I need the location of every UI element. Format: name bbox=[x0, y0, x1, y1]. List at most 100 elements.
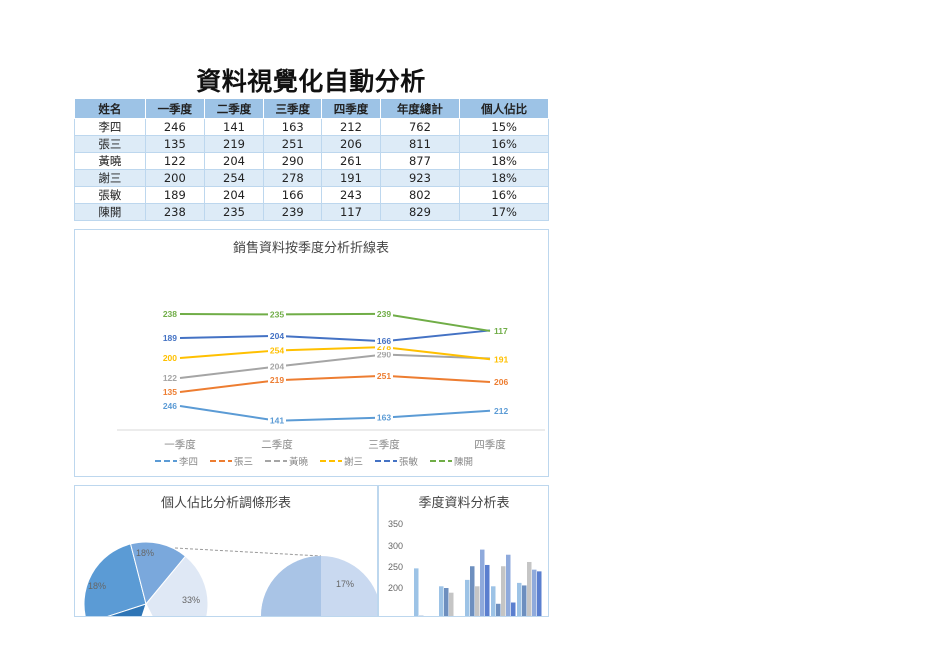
data-label-bg bbox=[268, 309, 286, 320]
table-cell[interactable]: 278 bbox=[263, 169, 323, 187]
table-header-row: 姓名 一季度 二季度 三季度 四季度 年度總計 個人佔比 bbox=[74, 98, 549, 119]
column-header: 個人佔比 bbox=[459, 98, 549, 119]
data-label: 238 bbox=[163, 309, 177, 319]
table-cell[interactable]: 謝三 bbox=[74, 169, 146, 187]
data-label-bg bbox=[375, 370, 393, 381]
table-cell[interactable]: 18% bbox=[459, 152, 549, 170]
bar bbox=[517, 582, 522, 616]
table-cell[interactable]: 802 bbox=[379, 186, 461, 204]
table-cell[interactable]: 張三 bbox=[74, 135, 146, 153]
table-cell[interactable]: 238 bbox=[144, 203, 205, 221]
series-line bbox=[179, 405, 491, 422]
table-cell[interactable]: 16% bbox=[459, 186, 549, 204]
table-cell[interactable]: 290 bbox=[263, 152, 323, 170]
table-cell[interactable]: 200 bbox=[144, 169, 205, 187]
table-cell[interactable]: 877 bbox=[379, 152, 461, 170]
series-line bbox=[179, 353, 491, 379]
data-label-bg bbox=[375, 342, 393, 353]
column-header: 三季度 bbox=[263, 98, 323, 119]
data-label: 163 bbox=[377, 413, 391, 423]
table-cell[interactable]: 166 bbox=[263, 186, 323, 204]
table-cell[interactable]: 18% bbox=[459, 169, 549, 187]
pie-label: 18% bbox=[136, 548, 154, 558]
bar bbox=[501, 566, 506, 616]
data-label: 254 bbox=[270, 345, 284, 355]
table-cell[interactable]: 923 bbox=[379, 169, 461, 187]
table-cell[interactable]: 243 bbox=[321, 186, 381, 204]
legend-item[interactable]: 黃曉 bbox=[265, 456, 309, 468]
data-label-bg bbox=[268, 345, 286, 356]
y-tick-label: 300 bbox=[388, 541, 403, 551]
table-cell[interactable]: 762 bbox=[379, 118, 461, 136]
line-chart-title: 銷售資料按季度分析折線表 bbox=[233, 240, 389, 256]
table-cell[interactable]: 17% bbox=[459, 203, 549, 221]
table-cell[interactable]: 張敏 bbox=[74, 186, 146, 204]
series-line bbox=[179, 329, 491, 343]
line-chart-panel[interactable]: 銷售資料按季度分析折線表 246 141 163 212 135 219 251 206 122 2… bbox=[74, 229, 549, 477]
data-label: 117 bbox=[494, 326, 508, 336]
data-label-bg bbox=[268, 415, 286, 426]
table-cell[interactable]: 212 bbox=[321, 118, 381, 136]
pie-label: 18% bbox=[88, 581, 106, 591]
table-cell[interactable]: 204 bbox=[203, 152, 265, 170]
table-cell[interactable]: 117 bbox=[321, 203, 381, 221]
bar bbox=[537, 571, 542, 616]
table-cell[interactable]: 829 bbox=[379, 203, 461, 221]
table-cell[interactable]: 16% bbox=[459, 135, 549, 153]
bar-chart-panel[interactable]: 季度資料分析表 350 300 250 200 bbox=[378, 485, 549, 617]
data-label: 204 bbox=[270, 331, 284, 341]
pie-slice bbox=[129, 541, 187, 606]
data-label-bg bbox=[268, 375, 286, 386]
data-label: 235 bbox=[270, 309, 284, 319]
line-series: 200 254 278 191 bbox=[159, 342, 512, 365]
pie-chart-panel[interactable]: 個人佔比分析調條形表 18% 18% 33% 17% bbox=[74, 485, 378, 617]
table-cell[interactable]: 261 bbox=[321, 152, 381, 170]
legend-item[interactable]: 張三 bbox=[210, 457, 253, 468]
data-label-bg bbox=[159, 387, 177, 397]
data-label-bg bbox=[375, 349, 393, 360]
table-cell[interactable]: 135 bbox=[144, 135, 205, 153]
table-body: 李四 246 141 163 212 762 15% 張三 135 219 251 206 811 16%… bbox=[74, 118, 549, 221]
table-cell[interactable]: 246 bbox=[144, 118, 205, 136]
bar-chart-title: 季度資料分析表 bbox=[418, 495, 509, 511]
table-cell[interactable]: 251 bbox=[263, 135, 323, 153]
legend-item[interactable]: 陳開 bbox=[430, 457, 473, 468]
y-tick-label: 350 bbox=[388, 519, 403, 529]
table-cell[interactable]: 黃曉 bbox=[74, 152, 146, 170]
data-label-bg bbox=[494, 354, 512, 365]
bar bbox=[511, 602, 516, 616]
legend-label: 黃曉 bbox=[289, 456, 309, 468]
table-cell[interactable]: 陳開 bbox=[74, 203, 146, 221]
data-label: 189 bbox=[163, 333, 177, 343]
table-cell[interactable]: 163 bbox=[263, 118, 323, 136]
data-label: 239 bbox=[377, 309, 391, 319]
table-cell[interactable]: 254 bbox=[203, 169, 265, 187]
bar bbox=[470, 566, 475, 616]
column-header: 一季度 bbox=[144, 98, 205, 119]
pie-slice bbox=[83, 543, 147, 616]
table-cell[interactable]: 15% bbox=[459, 118, 549, 136]
legend-item[interactable]: 張敏 bbox=[375, 456, 419, 468]
table-cell[interactable]: 239 bbox=[263, 203, 323, 221]
pie-slice bbox=[145, 555, 209, 616]
data-label: 166 bbox=[377, 336, 391, 346]
table-cell[interactable]: 189 bbox=[144, 186, 205, 204]
data-label: 204 bbox=[270, 362, 284, 372]
pie-chart: 個人佔比分析調條形表 18% 18% 33% 17% bbox=[83, 496, 377, 616]
legend-item[interactable]: 謝三 bbox=[320, 456, 363, 468]
table-cell[interactable]: 206 bbox=[321, 135, 381, 153]
table-cell[interactable]: 204 bbox=[203, 186, 265, 204]
table-cell[interactable]: 811 bbox=[379, 135, 461, 153]
bar bbox=[414, 568, 419, 616]
table-cell[interactable]: 122 bbox=[144, 152, 205, 170]
table-cell[interactable]: 191 bbox=[321, 169, 381, 187]
legend-item[interactable]: 李四 bbox=[155, 456, 198, 468]
data-label: 278 bbox=[377, 342, 391, 352]
data-label-bg bbox=[159, 373, 177, 383]
table-cell[interactable]: 李四 bbox=[74, 118, 146, 136]
table-cell[interactable]: 235 bbox=[203, 203, 265, 221]
y-tick-label: 200 bbox=[388, 583, 403, 593]
table-cell[interactable]: 141 bbox=[203, 118, 265, 136]
table-cell[interactable]: 219 bbox=[203, 135, 265, 153]
